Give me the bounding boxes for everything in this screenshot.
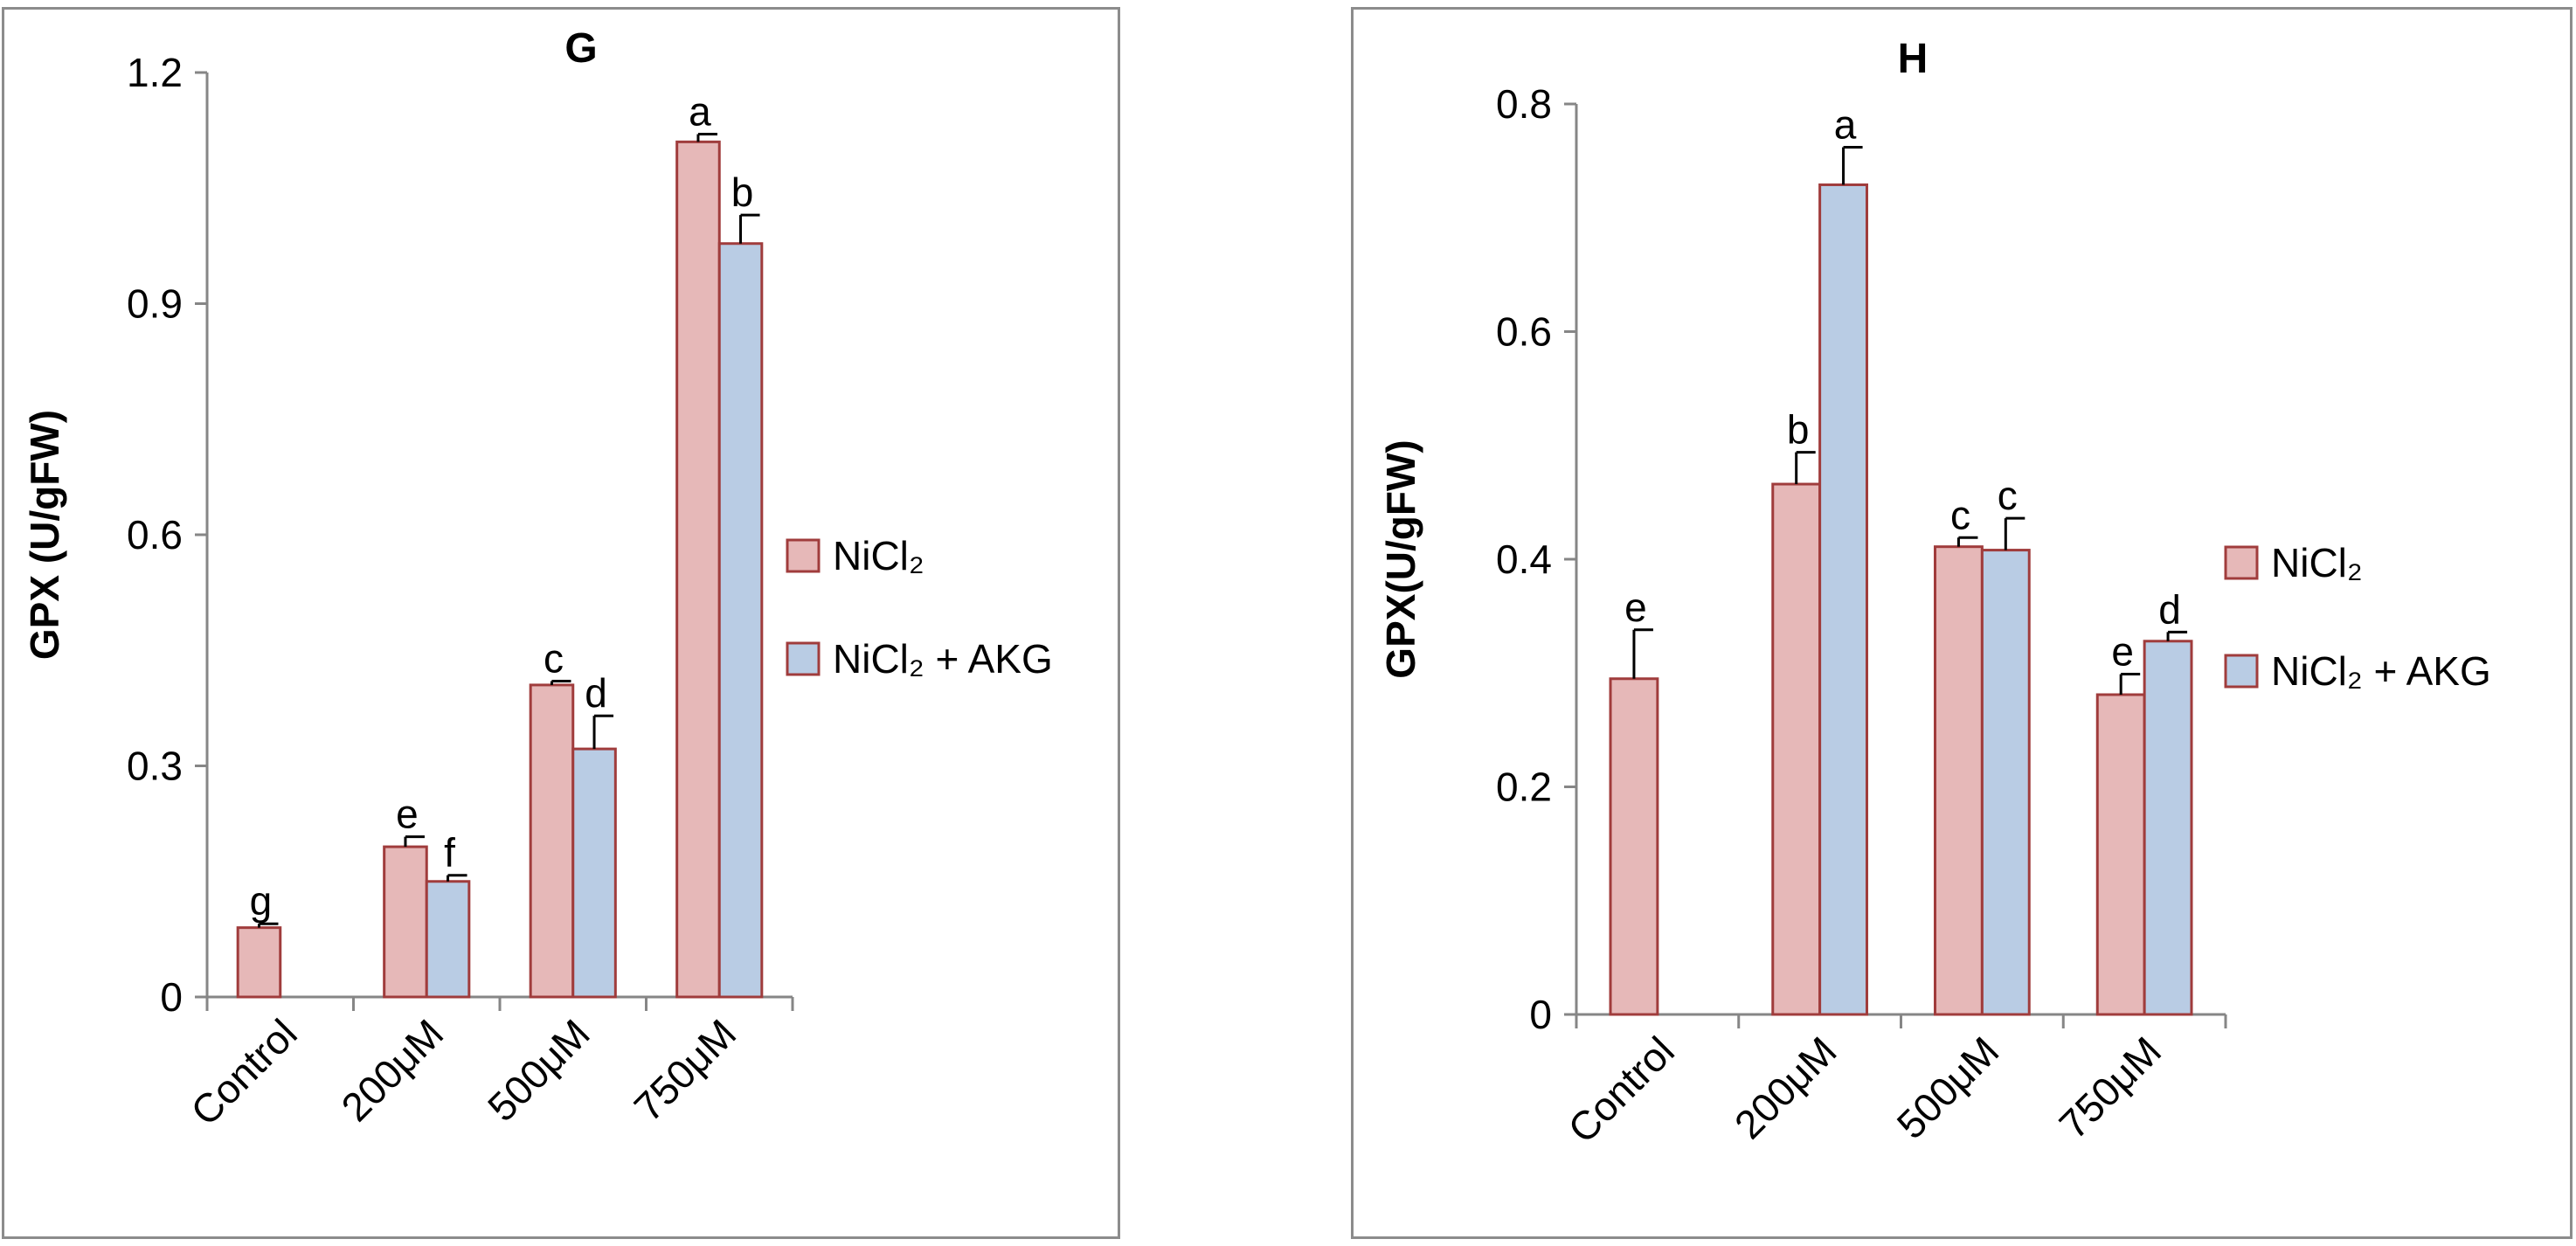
significance-label: b — [1787, 407, 1810, 453]
significance-label: c — [1950, 492, 1970, 537]
bar-nicl2 — [529, 683, 575, 999]
chart-h: 0 0.2 0.4 0.6 0.8 Control 200μM 500μM 750μM e b a c c… — [1378, 36, 2491, 1152]
y-tick-label: 0.6 — [127, 512, 183, 557]
y-tick-label: 0 — [160, 974, 183, 1020]
bar-nicl2 — [383, 845, 428, 999]
significance-label: g — [250, 878, 273, 924]
legend-label-nicl2-akg: NiCl₂ + AKG — [2271, 648, 2491, 694]
legend-label-nicl2: NiCl₂ — [2271, 540, 2363, 585]
chart-title: G — [564, 25, 597, 72]
chart-g: 0 0.3 0.6 0.9 1.2 Control 200μM 500μM 750μM g ef cd… — [22, 25, 1053, 1134]
bar-nicl2 — [1934, 545, 1984, 1016]
bar-nicl2 — [675, 140, 721, 999]
y-axis-label: GPX (U/gFW) — [22, 410, 67, 660]
bar-nicl2 — [236, 926, 282, 999]
legend-swatch-nicl2 — [786, 538, 821, 573]
category-label: Control — [182, 1010, 306, 1134]
bar-nicl2-akg — [717, 242, 764, 999]
y-tick-label: 0.2 — [1496, 765, 1552, 810]
significance-label: b — [731, 170, 754, 215]
y-tick-label: 0.6 — [1496, 309, 1552, 355]
y-tick-label: 0.3 — [127, 744, 183, 789]
bar-nicl2-akg — [571, 747, 617, 999]
y-tick-label: 1.2 — [127, 50, 183, 95]
y-tick-label: 0.4 — [1496, 536, 1552, 582]
y-axis-label: GPX(U/gFW) — [1378, 440, 1423, 678]
significance-label: e — [2111, 629, 2134, 675]
significance-label: e — [396, 792, 419, 837]
legend-swatch-nicl2-akg — [786, 641, 821, 676]
significance-label: a — [689, 89, 711, 135]
significance-label: f — [444, 830, 455, 876]
bar-nicl2 — [1609, 677, 1659, 1016]
category-label: 500μM — [479, 1010, 599, 1130]
y-tick-label: 0 — [1529, 992, 1552, 1037]
category-label: 750μM — [625, 1010, 744, 1130]
category-label: 750μM — [2050, 1028, 2170, 1147]
significance-label: e — [1624, 585, 1647, 630]
chart-title: H — [1898, 36, 1929, 82]
bar-nicl2 — [2095, 693, 2146, 1016]
bar-nicl2-akg — [425, 880, 471, 999]
legend-label-nicl2-akg: NiCl₂ + AKG — [833, 636, 1053, 682]
significance-label: c — [544, 636, 564, 682]
legend-swatch-nicl2 — [2224, 545, 2259, 580]
bar-nicl2-akg — [1980, 549, 2031, 1016]
significance-label: c — [1998, 473, 2018, 518]
significance-label: d — [2158, 586, 2181, 632]
y-tick-label: 0.9 — [127, 281, 183, 327]
category-label: 200μM — [1726, 1028, 1845, 1147]
bar-nicl2-akg — [2143, 640, 2193, 1016]
y-tick-label: 0.8 — [1496, 81, 1552, 127]
category-label: 200μM — [332, 1010, 452, 1130]
bar-nicl2-akg — [1818, 183, 1868, 1016]
chart-panel-g: 0 0.3 0.6 0.9 1.2 Control 200μM 500μM 750μM g e f c d… — [2, 7, 1120, 1239]
bar-nicl2 — [1771, 482, 1822, 1016]
category-label: 500μM — [1888, 1028, 2008, 1147]
significance-label: d — [585, 670, 607, 716]
category-label: Control — [1559, 1028, 1683, 1152]
chart-panel-h: 0 0.2 0.4 0.6 0.8 Control 200μM 500μM 750μM e b a c c… — [1351, 7, 2573, 1239]
significance-label: a — [1834, 101, 1857, 147]
legend-swatch-nicl2-akg — [2224, 654, 2259, 689]
legend-label-nicl2: NiCl₂ — [833, 533, 924, 578]
